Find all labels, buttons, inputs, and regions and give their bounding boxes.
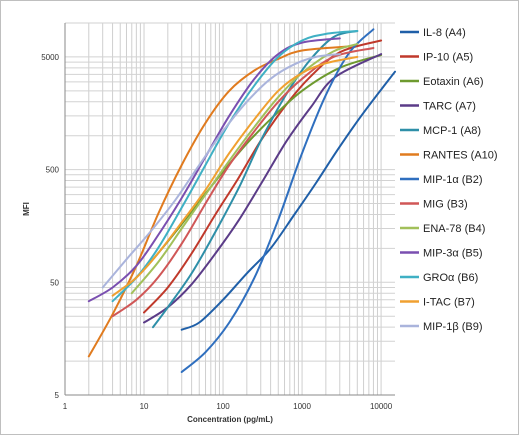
legend-label: RANTES (A10) [423, 150, 498, 162]
series-line-gro-b6 [111, 30, 359, 303]
x-tick-label: 10 [140, 402, 149, 411]
series-line-tarc-a7 [143, 53, 383, 324]
x-tick-label: 1 [63, 402, 68, 411]
series-line-ip-10-a5 [143, 39, 383, 314]
legend-label: GROα (B6) [423, 272, 478, 284]
legend-label: MIG (B3) [423, 199, 468, 211]
legend-label: MIP-1β (B9) [423, 321, 483, 333]
series-line-il-8-a4 [180, 70, 396, 331]
y-tick-label: 5 [55, 391, 60, 400]
x-tick-label: 1000 [293, 402, 311, 411]
legend-label: ENA-78 (B4) [423, 223, 485, 235]
series-lines [87, 28, 396, 373]
legend-label: Eotaxin (A6) [423, 76, 484, 88]
y-tick-label: 500 [46, 166, 60, 175]
legend-label: IL-8 (A4) [423, 27, 466, 39]
series-line-mip-1-b2 [180, 28, 375, 373]
x-tick-label: 100 [216, 402, 230, 411]
series-line-rantes-a10 [87, 45, 351, 358]
legend: IL-8 (A4) IP-10 (A5) Eotaxin (A6) TARC (A7)… [400, 27, 498, 333]
plot-grid [64, 22, 395, 396]
series-line-i-tac-b7 [111, 55, 359, 297]
legend-label: TARC (A7) [423, 101, 476, 113]
x-tick-label: 10000 [370, 402, 393, 411]
plot-axes [64, 23, 395, 396]
series-line-ena-78-b4 [130, 43, 359, 295]
y-tick-label: 5000 [41, 53, 59, 62]
x-axis-title: Concentration (pg/mL) [187, 415, 273, 424]
legend-label: MIP-1α (B2) [423, 174, 483, 186]
legend-label: IP-10 (A5) [423, 52, 473, 64]
tick-labels: 1 10 100 1000 10000 5 50 500 5000 [41, 53, 393, 411]
series-line-mip-1-b9 [101, 53, 341, 289]
series-line-mig-b3 [111, 47, 375, 318]
y-tick-label: 50 [50, 278, 59, 287]
legend-label: I-TAC (B7) [423, 297, 475, 309]
legend-label: MIP-3α (B5) [423, 248, 483, 260]
y-axis-title: MFI [22, 202, 31, 216]
legend-label: MCP-1 (A8) [423, 125, 481, 137]
